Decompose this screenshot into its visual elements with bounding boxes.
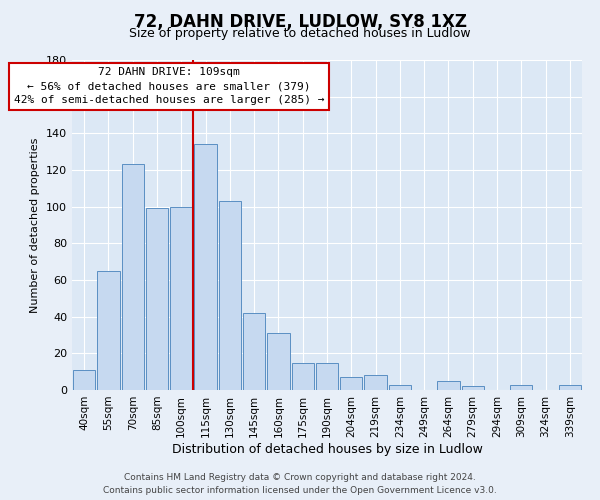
Bar — [170, 206, 193, 390]
Bar — [267, 333, 290, 390]
Bar — [340, 377, 362, 390]
Bar — [122, 164, 144, 390]
Text: Size of property relative to detached houses in Ludlow: Size of property relative to detached ho… — [129, 28, 471, 40]
Bar — [146, 208, 168, 390]
Bar — [73, 370, 95, 390]
Bar — [243, 313, 265, 390]
Bar — [194, 144, 217, 390]
Y-axis label: Number of detached properties: Number of detached properties — [31, 138, 40, 312]
Text: 72 DAHN DRIVE: 109sqm
← 56% of detached houses are smaller (379)
42% of semi-det: 72 DAHN DRIVE: 109sqm ← 56% of detached … — [14, 68, 325, 106]
Text: 72, DAHN DRIVE, LUDLOW, SY8 1XZ: 72, DAHN DRIVE, LUDLOW, SY8 1XZ — [133, 12, 467, 30]
X-axis label: Distribution of detached houses by size in Ludlow: Distribution of detached houses by size … — [172, 442, 482, 456]
Bar — [461, 386, 484, 390]
Bar — [97, 271, 119, 390]
Bar — [437, 381, 460, 390]
Bar — [364, 376, 387, 390]
Bar — [316, 362, 338, 390]
Bar — [218, 201, 241, 390]
Bar — [292, 362, 314, 390]
Bar — [510, 384, 532, 390]
Bar — [559, 384, 581, 390]
Text: Contains HM Land Registry data © Crown copyright and database right 2024.
Contai: Contains HM Land Registry data © Crown c… — [103, 474, 497, 495]
Bar — [389, 384, 411, 390]
